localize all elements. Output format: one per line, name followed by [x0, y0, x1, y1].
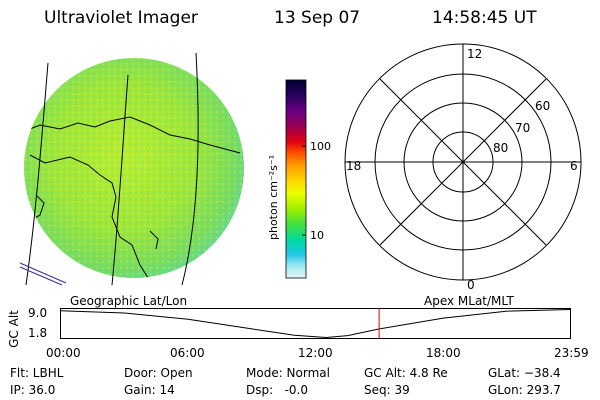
altitude-timeline [60, 308, 571, 339]
x-tick-2359: 23:59 [554, 346, 589, 360]
gc-alt-axis-label: GC Alt [6, 310, 21, 348]
uv-earth-image [19, 52, 244, 286]
x-tick-0000: 00:00 [46, 346, 81, 360]
geographic-label: Geographic Lat/Lon [70, 294, 188, 308]
colorbar: 100 10 photon cm⁻²s⁻¹ [267, 79, 331, 279]
glat-value: GLat: −38.4 [488, 366, 561, 380]
mlt-label-6: 6 [570, 159, 578, 173]
lat-label-80: 80 [493, 141, 508, 155]
apex-label: Apex MLat/MLT [424, 294, 514, 308]
altitude-curve [60, 309, 571, 339]
x-tick-0600: 06:00 [170, 346, 205, 360]
x-tick-1800: 18:00 [426, 346, 461, 360]
meridian-line [111, 74, 129, 286]
meridian-line [25, 62, 49, 286]
gc-alt-value: GC Alt: 4.8 Re [364, 366, 448, 380]
lat-label-60: 60 [535, 99, 550, 113]
meridian-line [181, 52, 199, 286]
x-tick-1200: 12:00 [298, 346, 333, 360]
mlt-label-18: 18 [346, 159, 361, 173]
coastline [29, 154, 159, 278]
gain-value: Gain: 14 [124, 383, 175, 397]
colorbar-tick-100: 100 [310, 140, 331, 153]
glon-value: GLon: 293.7 [488, 383, 561, 397]
y-tick-bottom: 1.8 [28, 326, 48, 340]
ip-value: IP: 36.0 [10, 383, 56, 397]
filter-value: Flt: LBHL [10, 366, 64, 380]
colorbar-tick-10: 10 [310, 229, 324, 242]
mlt-label-0: 0 [467, 278, 475, 292]
door-value: Door: Open [124, 366, 193, 380]
observation-time: 14:58:45 UT [432, 8, 537, 28]
observation-date: 13 Sep 07 [274, 8, 361, 28]
mlt-label-12: 12 [467, 47, 482, 61]
seq-value: Seq: 39 [364, 383, 410, 397]
colorbar-unit-label: photon cm⁻²s⁻¹ [267, 155, 280, 240]
dsp-value: Dsp: -0.0 [246, 383, 309, 397]
instrument-title: Ultraviolet Imager [44, 8, 198, 28]
coastline [149, 230, 159, 250]
mode-value: Mode: Normal [246, 366, 330, 380]
lat-label-70: 70 [515, 121, 530, 135]
coastline [24, 116, 241, 154]
polar-plot: 12 18 6 0 60 70 80 [344, 43, 582, 292]
y-tick-top: 9.0 [28, 306, 48, 320]
